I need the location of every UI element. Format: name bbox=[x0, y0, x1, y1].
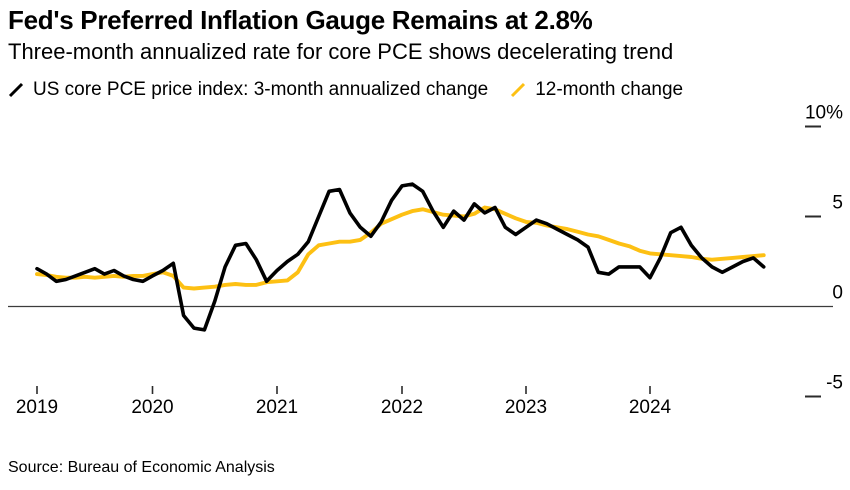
chart-title: Fed's Preferred Inflation Gauge Remains … bbox=[8, 5, 593, 35]
series-line-12-month bbox=[35, 205, 766, 291]
source-note: Source: Bureau of Economic Analysis bbox=[8, 459, 275, 476]
y-axis-tick-label: 0 bbox=[832, 283, 843, 304]
y-axis-tick-label: 5 bbox=[832, 193, 843, 214]
x-axis-tick-label: 2019 bbox=[16, 397, 58, 418]
legend-item-12-month: 12-month change bbox=[510, 79, 683, 101]
x-axis-tick-label: 2022 bbox=[381, 397, 423, 418]
slash-icon bbox=[511, 82, 526, 98]
series-line-3-month-annualized bbox=[35, 182, 766, 332]
legend-item-3-month: US core PCE price index: 3-month annuali… bbox=[8, 79, 488, 101]
x-axis-tick-label: 2024 bbox=[629, 397, 672, 418]
x-axis-tick-label: 2020 bbox=[131, 397, 173, 418]
y-axis-tick-label: 10% bbox=[805, 103, 843, 124]
chart-legend: US core PCE price index: 3-month annuali… bbox=[8, 79, 683, 101]
slash-icon bbox=[8, 82, 24, 98]
legend-label-3-month: US core PCE price index: 3-month annuali… bbox=[33, 79, 489, 100]
slash-icon-stroke bbox=[511, 82, 526, 98]
x-axis-tick-label: 2023 bbox=[505, 397, 547, 418]
y-axis-tick-label: -5 bbox=[826, 373, 843, 394]
chart-subtitle: Three-month annualized rate for core PCE… bbox=[8, 39, 674, 64]
x-axis-tick-label: 2021 bbox=[256, 397, 298, 418]
legend-label-12-month: 12-month change bbox=[535, 79, 684, 100]
slash-icon-stroke bbox=[8, 82, 24, 98]
